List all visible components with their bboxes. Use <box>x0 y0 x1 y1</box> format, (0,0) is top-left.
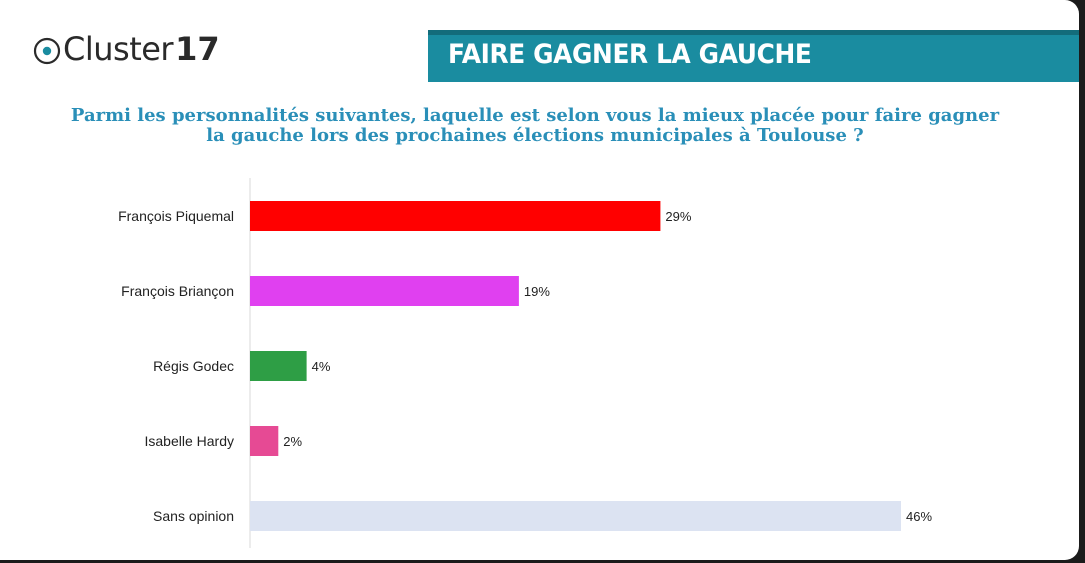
value-label: 4% <box>312 359 331 374</box>
bar <box>250 426 279 456</box>
category-label: François Briançon <box>121 283 234 299</box>
banner-edge <box>428 30 1079 35</box>
value-label: 2% <box>283 434 302 449</box>
question-line-2: la gauche lors des prochaines élections … <box>206 125 864 146</box>
category-label: François Piquemal <box>118 208 234 224</box>
value-label: 19% <box>524 284 550 299</box>
logo-wordmark: Cluster <box>63 30 174 68</box>
bar <box>250 501 901 531</box>
value-label: 46% <box>906 509 932 524</box>
ring-icon <box>30 32 64 66</box>
survey-question: Parmi les personnalités suivantes, laque… <box>40 106 1030 146</box>
bar <box>250 201 661 231</box>
category-label: Régis Godec <box>153 358 234 374</box>
cluster17-logo: Cluster 17 <box>30 26 220 72</box>
banner-title: FAIRE GAGNER LA GAUCHE <box>448 39 812 70</box>
category-label: Sans opinion <box>153 508 234 524</box>
logo-number: 17 <box>175 30 220 68</box>
bar <box>250 276 519 306</box>
bar <box>250 351 307 381</box>
title-banner: FAIRE GAGNER LA GAUCHE <box>428 30 1079 82</box>
category-label: Isabelle Hardy <box>145 433 235 449</box>
question-line-1: Parmi les personnalités suivantes, laque… <box>70 105 1000 126</box>
value-label: 29% <box>665 209 691 224</box>
